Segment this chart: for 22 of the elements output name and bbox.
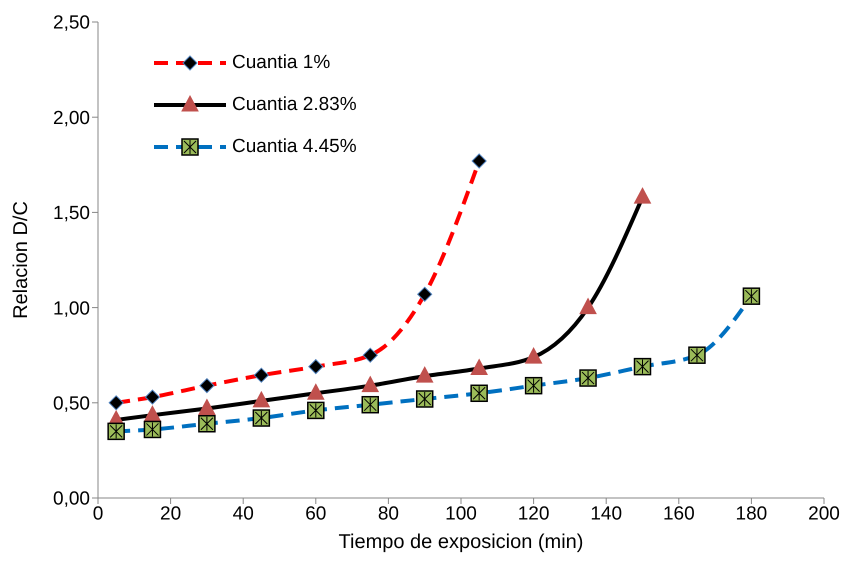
y-tick-label: 2,00 <box>53 108 90 129</box>
legend-label: Cuantia 2.83% <box>232 94 357 116</box>
y-tick-label: 1,00 <box>53 298 90 320</box>
y-axis-title: Relacion D/C <box>10 201 32 319</box>
x-tick-label: 180 <box>736 503 768 524</box>
x-tick-label: 60 <box>305 503 326 524</box>
x-tick-label: 100 <box>445 503 477 524</box>
x-axis-title: Tiempo de exposicion (min) <box>338 531 584 553</box>
x-tick-label: 80 <box>378 503 399 524</box>
x-tick-label: 200 <box>808 503 840 524</box>
legend-label: Cuantia 4.45% <box>232 136 357 158</box>
x-tick-label: 160 <box>662 503 695 524</box>
x-tick-label: 40 <box>232 503 254 524</box>
y-tick-label: 2,50 <box>53 12 90 34</box>
x-tick-label: 20 <box>160 503 182 524</box>
legend-label: Cuantia 1% <box>232 52 330 74</box>
x-tick-label: 0 <box>92 503 104 524</box>
y-tick-label: 0,00 <box>53 488 90 510</box>
y-tick-label: 0,50 <box>53 394 90 415</box>
x-tick-label: 140 <box>590 503 622 524</box>
x-tick-label: 120 <box>518 503 550 524</box>
y-tick-label: 1,50 <box>53 203 90 224</box>
